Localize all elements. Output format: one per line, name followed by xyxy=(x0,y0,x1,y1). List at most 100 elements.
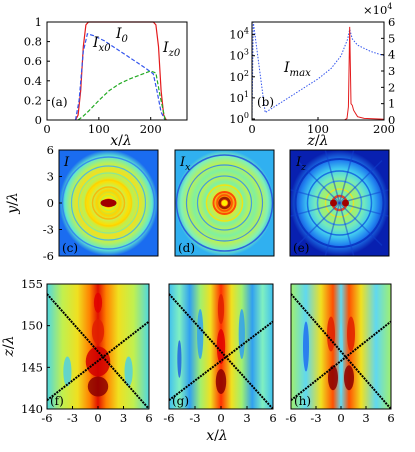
xticklabel-a-2: 200 xyxy=(140,122,162,136)
guide-line-2-g xyxy=(169,320,273,402)
svg-text:z/λ: z/λ xyxy=(307,133,329,149)
series-b-0 xyxy=(251,21,385,119)
svg-text:x/λ: x/λ xyxy=(110,133,132,149)
annot-d-Ix: Ix xyxy=(179,155,191,173)
yticklabel-b-left-4: 104 xyxy=(229,27,249,42)
yticklabel-c-3: -3 xyxy=(43,223,54,237)
xticklabel-h-0: -6 xyxy=(285,411,296,425)
guide-line-2-h xyxy=(291,320,391,402)
hotspot-g-2 xyxy=(215,369,227,394)
ylabel-f: z/λ xyxy=(1,336,17,358)
annot-a-Iz0: Iz0 xyxy=(162,40,181,59)
ring-d-4 xyxy=(185,164,264,242)
xticklabel-g-3: 3 xyxy=(243,411,250,425)
hotspot-h-4 xyxy=(339,321,343,397)
svg-text:z/λ: z/λ xyxy=(1,336,17,358)
xticklabel-h-1: -3 xyxy=(310,411,321,425)
svg-text:y/λ: y/λ xyxy=(5,192,21,215)
heatmap-detail-g xyxy=(169,293,273,409)
xticklabel-g-1: -3 xyxy=(189,411,200,425)
panel-label-g: (g) xyxy=(172,394,189,408)
yticklabel-a-3: 0.6 xyxy=(24,54,42,68)
ring-e-1 xyxy=(324,188,355,218)
ring-e-4 xyxy=(294,158,385,248)
ring-d-2 xyxy=(205,184,244,222)
guide-line-1-g xyxy=(169,293,273,409)
hotspot-h-0 xyxy=(327,316,335,352)
hotspot-f-1 xyxy=(91,319,105,344)
yticklabel-f-1: 150 xyxy=(21,319,43,333)
series-b-1 xyxy=(252,26,385,121)
yticklabel-b-right-1: 1 xyxy=(388,97,395,111)
axes-d xyxy=(174,149,275,257)
yticklabel-f-2: 145 xyxy=(21,360,43,374)
lobe-left-e xyxy=(330,199,337,207)
yticklabel-b-right-3: 3 xyxy=(388,64,395,78)
xticklabel-b-1: 100 xyxy=(307,122,329,136)
hotspot-g-0 xyxy=(217,294,225,324)
yticklabel-a-2: 0.4 xyxy=(24,74,42,88)
center-spot-c xyxy=(100,199,117,207)
xticklabel-h-3: 3 xyxy=(362,411,369,425)
xticklabel-b-2: 200 xyxy=(373,122,395,136)
xticklabel-f-1: -3 xyxy=(67,411,78,425)
hotspot-f-0 xyxy=(93,292,103,313)
hotspot-f-4 xyxy=(63,356,72,387)
heatmap-rings-e xyxy=(290,150,389,256)
xticklabel-g-2: 0 xyxy=(217,411,224,425)
xticklabel-a-1: 100 xyxy=(88,122,110,136)
yticklabel-c-2: 0 xyxy=(47,196,54,210)
ring-c-2 xyxy=(84,179,133,227)
ylabel-c: y/λ xyxy=(5,192,21,215)
yticklabel-a-1: 0.2 xyxy=(24,93,42,107)
guide-line-1-h xyxy=(291,293,391,409)
panel-label-f: (f) xyxy=(50,394,64,408)
ring-c-4 xyxy=(70,165,147,241)
axes-a xyxy=(46,21,188,121)
ring-d-3 xyxy=(196,175,253,231)
xticklabel-b-0: 0 xyxy=(248,122,255,136)
ring-e-3 xyxy=(306,170,373,236)
yticklabel-a-4: 0.8 xyxy=(24,35,42,49)
annot-a-I0: I0 xyxy=(115,26,129,45)
xticklabel-f-2: 0 xyxy=(94,411,101,425)
dark-fringe-e-5 xyxy=(324,150,355,256)
hotspot-h-1 xyxy=(347,316,355,352)
panel-label-c: (c) xyxy=(62,241,78,255)
yticklabel-b-left-3: 103 xyxy=(229,48,249,63)
xticklabel-f-0: -6 xyxy=(41,411,52,425)
hotspot-h-3 xyxy=(344,365,354,391)
hotspot-f-5 xyxy=(124,356,133,387)
panel-label-b: (b) xyxy=(257,95,274,109)
xticklabel-g-0: -6 xyxy=(163,411,174,425)
svg-text:x/λ: x/λ xyxy=(206,428,228,444)
yticklabel-b-right-6: 6 xyxy=(388,15,395,29)
lobe-right-e xyxy=(342,199,349,207)
annot-b-Imax: Imax xyxy=(283,60,311,79)
yticklabel-c-4: -6 xyxy=(43,249,54,263)
yticklabel-f-3: 140 xyxy=(21,402,43,416)
ring-c-5 xyxy=(61,156,156,250)
xlabel-b: z/λ xyxy=(307,133,329,149)
yticklabel-a-0: 0 xyxy=(35,113,42,127)
yticklabel-b-right-2: 2 xyxy=(388,80,395,94)
hotspot-g-5 xyxy=(177,340,182,378)
annot-c-I: I xyxy=(63,155,70,170)
ring-d-0 xyxy=(218,196,231,210)
ring-c-1 xyxy=(91,186,126,220)
xticklabel-a-0: 0 xyxy=(43,122,50,136)
ring-c-0 xyxy=(98,193,119,213)
hotspot-g-4 xyxy=(238,309,245,359)
heatmap-rings-c xyxy=(61,156,156,250)
yticklabel-c-0: 6 xyxy=(47,143,54,157)
yticklabel-b-right-0: 0 xyxy=(388,113,395,127)
ring-e-2 xyxy=(316,180,363,226)
ring-d-1 xyxy=(212,191,237,215)
yticklabel-b-left-2: 102 xyxy=(229,69,249,84)
annot-a-Ix0: Ix0 xyxy=(92,35,111,54)
heatmap-rings-d xyxy=(175,154,274,252)
hotspot-h-5 xyxy=(303,321,309,372)
annot-e-Iz: Iz xyxy=(295,155,306,173)
series-a-1 xyxy=(74,33,166,121)
guide-line-1-f xyxy=(47,293,149,409)
